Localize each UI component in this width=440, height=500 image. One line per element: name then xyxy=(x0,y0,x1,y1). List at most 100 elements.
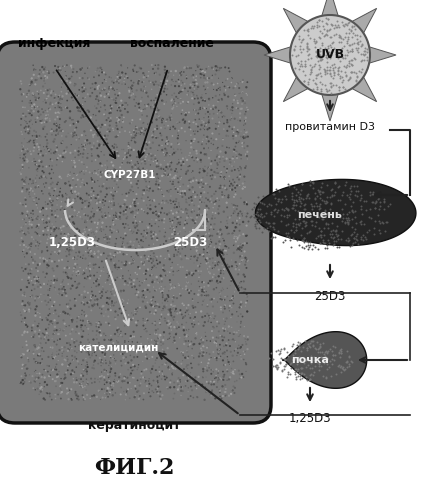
Point xyxy=(63,384,70,392)
Point xyxy=(185,353,192,361)
Polygon shape xyxy=(367,46,396,64)
Text: почка: почка xyxy=(291,355,329,365)
Point xyxy=(213,383,220,391)
Point xyxy=(216,388,224,396)
Point xyxy=(224,356,231,364)
Point xyxy=(198,267,205,275)
Point xyxy=(131,257,138,265)
Point xyxy=(223,246,230,254)
Point xyxy=(153,330,160,338)
Point xyxy=(132,213,139,221)
Point xyxy=(96,89,103,97)
Point xyxy=(109,339,116,347)
Point xyxy=(50,279,57,287)
Point xyxy=(146,242,153,250)
Point xyxy=(66,230,73,237)
Point xyxy=(217,306,224,314)
Point xyxy=(88,284,95,292)
Point xyxy=(169,96,176,104)
Point xyxy=(110,226,117,234)
Point xyxy=(88,176,95,184)
Point xyxy=(158,216,165,224)
Point xyxy=(165,69,172,77)
Point xyxy=(202,97,209,105)
Point xyxy=(335,64,342,72)
Point xyxy=(87,92,94,100)
Point xyxy=(348,182,355,190)
Point xyxy=(187,64,194,72)
Point xyxy=(214,298,221,306)
Point xyxy=(149,131,156,139)
Point xyxy=(212,197,219,205)
Point xyxy=(339,21,346,29)
Point xyxy=(211,314,218,322)
Point xyxy=(323,208,330,216)
Point xyxy=(134,366,141,374)
Point xyxy=(138,85,145,93)
Point xyxy=(188,378,195,386)
Point xyxy=(33,132,40,140)
Point xyxy=(40,168,47,176)
Point xyxy=(231,378,238,386)
Point xyxy=(136,106,143,114)
Point xyxy=(221,112,228,120)
Point xyxy=(242,110,249,118)
Point xyxy=(190,340,197,348)
Point xyxy=(59,278,66,286)
Point xyxy=(130,256,137,264)
Point xyxy=(44,264,51,272)
Point xyxy=(348,224,356,232)
Point xyxy=(72,278,79,285)
Point xyxy=(217,218,224,226)
Point xyxy=(278,354,285,362)
Point xyxy=(167,280,174,288)
Point xyxy=(69,174,76,182)
Point xyxy=(376,216,383,224)
Point xyxy=(230,128,237,136)
Point xyxy=(64,245,71,253)
Point xyxy=(70,196,77,204)
Point xyxy=(209,334,216,342)
Point xyxy=(101,102,108,110)
Point xyxy=(301,217,308,225)
Point xyxy=(171,226,178,234)
Point xyxy=(86,351,93,359)
FancyBboxPatch shape xyxy=(0,42,271,423)
Point xyxy=(217,269,224,277)
Point xyxy=(234,234,241,242)
Point xyxy=(188,338,195,345)
Point xyxy=(78,291,85,299)
Point xyxy=(114,78,121,86)
Point xyxy=(168,280,175,288)
Point xyxy=(23,364,30,372)
Point xyxy=(22,128,29,136)
Point xyxy=(47,282,54,290)
Point xyxy=(35,146,42,154)
Point xyxy=(324,354,331,362)
Point xyxy=(200,347,207,355)
Point xyxy=(92,198,99,206)
Point xyxy=(83,368,90,376)
Point xyxy=(222,242,229,250)
Point xyxy=(202,312,209,320)
Point xyxy=(170,292,177,300)
Point xyxy=(169,258,176,266)
Point xyxy=(196,250,203,258)
Point xyxy=(161,88,168,96)
Point xyxy=(153,366,160,374)
Point xyxy=(227,186,234,194)
Point xyxy=(75,144,82,152)
Point xyxy=(274,206,281,214)
Point xyxy=(326,69,334,77)
Point xyxy=(69,326,76,334)
Point xyxy=(138,94,145,102)
Point xyxy=(309,364,316,372)
Point xyxy=(163,91,170,99)
Point xyxy=(132,290,139,298)
Point xyxy=(360,51,367,59)
Point xyxy=(220,376,227,384)
Point xyxy=(200,365,207,373)
Point xyxy=(110,195,117,203)
Point xyxy=(69,133,76,141)
Point xyxy=(40,108,47,116)
